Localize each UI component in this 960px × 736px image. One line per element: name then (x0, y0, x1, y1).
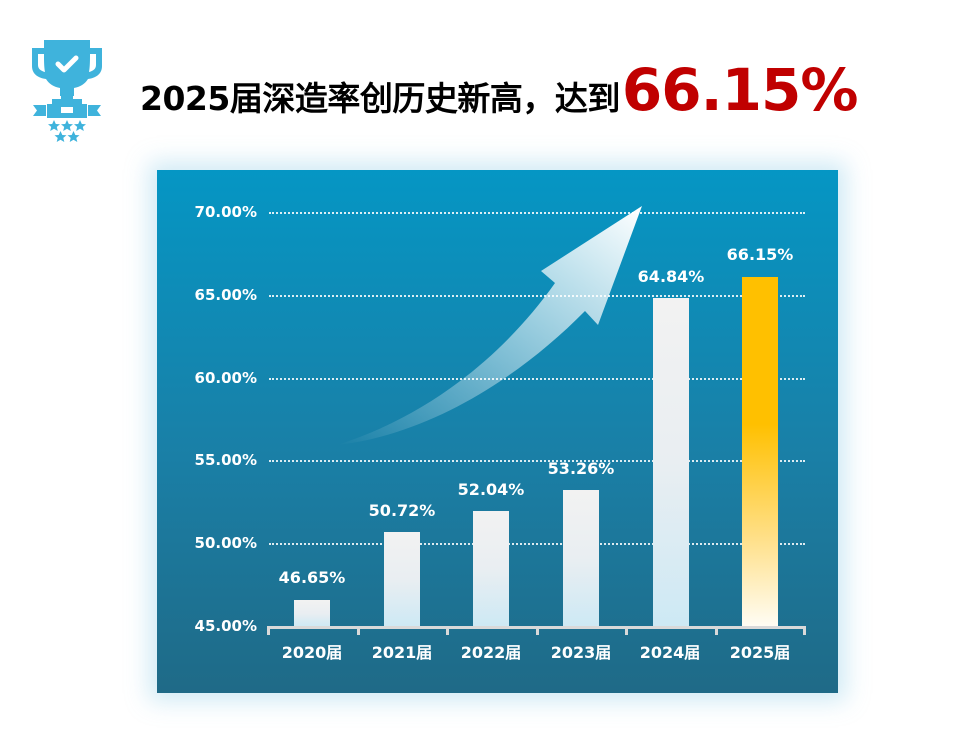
gridline (269, 212, 805, 214)
bar-2020 (294, 600, 330, 627)
page-title: 2025届深造率创历史新高，达到 66.15% (140, 56, 859, 136)
x-axis-tick (357, 626, 360, 635)
x-category-label: 2022届 (460, 643, 522, 662)
y-tick-label: 45.00% (194, 617, 257, 635)
gridline (269, 460, 805, 462)
bar-2021 (384, 532, 420, 627)
bar-chart-panel: 70.00% 65.00% 60.00% 55.00% 50.00% 45.00… (157, 170, 838, 693)
gridline (269, 295, 805, 297)
bar-2022 (473, 511, 509, 627)
gridline (269, 378, 805, 380)
y-tick-label: 50.00% (194, 534, 257, 552)
x-axis-tick (446, 626, 449, 635)
bar-2024 (653, 298, 689, 627)
y-tick-label: 60.00% (194, 369, 257, 387)
x-axis-tick (267, 626, 270, 635)
bar-value-label: 53.26% (547, 459, 615, 478)
x-category-label: 2025届 (729, 643, 791, 662)
x-category-label: 2020届 (281, 643, 343, 662)
bar-value-label: 46.65% (278, 568, 346, 587)
bar-value-label: 52.04% (457, 480, 525, 499)
x-category-label: 2024届 (639, 643, 701, 662)
bar-value-label: 50.72% (368, 501, 436, 520)
bar-value-label: 64.84% (637, 267, 705, 286)
y-tick-label: 55.00% (194, 451, 257, 469)
x-axis-tick (536, 626, 539, 635)
bar-value-label: 66.15% (726, 245, 794, 264)
x-axis-tick (625, 626, 628, 635)
bar-2025-highlight (742, 277, 778, 627)
x-category-label: 2023届 (550, 643, 612, 662)
trophy-icon (32, 40, 102, 142)
x-category-label: 2021届 (371, 643, 433, 662)
title-text: 2025届深造率创历史新高，达到 (140, 79, 620, 118)
y-tick-label: 65.00% (194, 286, 257, 304)
x-axis-tick (803, 626, 806, 635)
x-axis-tick (715, 626, 718, 635)
y-tick-label: 70.00% (194, 203, 257, 221)
title-highlight-value: 66.15% (621, 56, 859, 124)
bar-2023 (563, 490, 599, 627)
gridline (269, 543, 805, 545)
